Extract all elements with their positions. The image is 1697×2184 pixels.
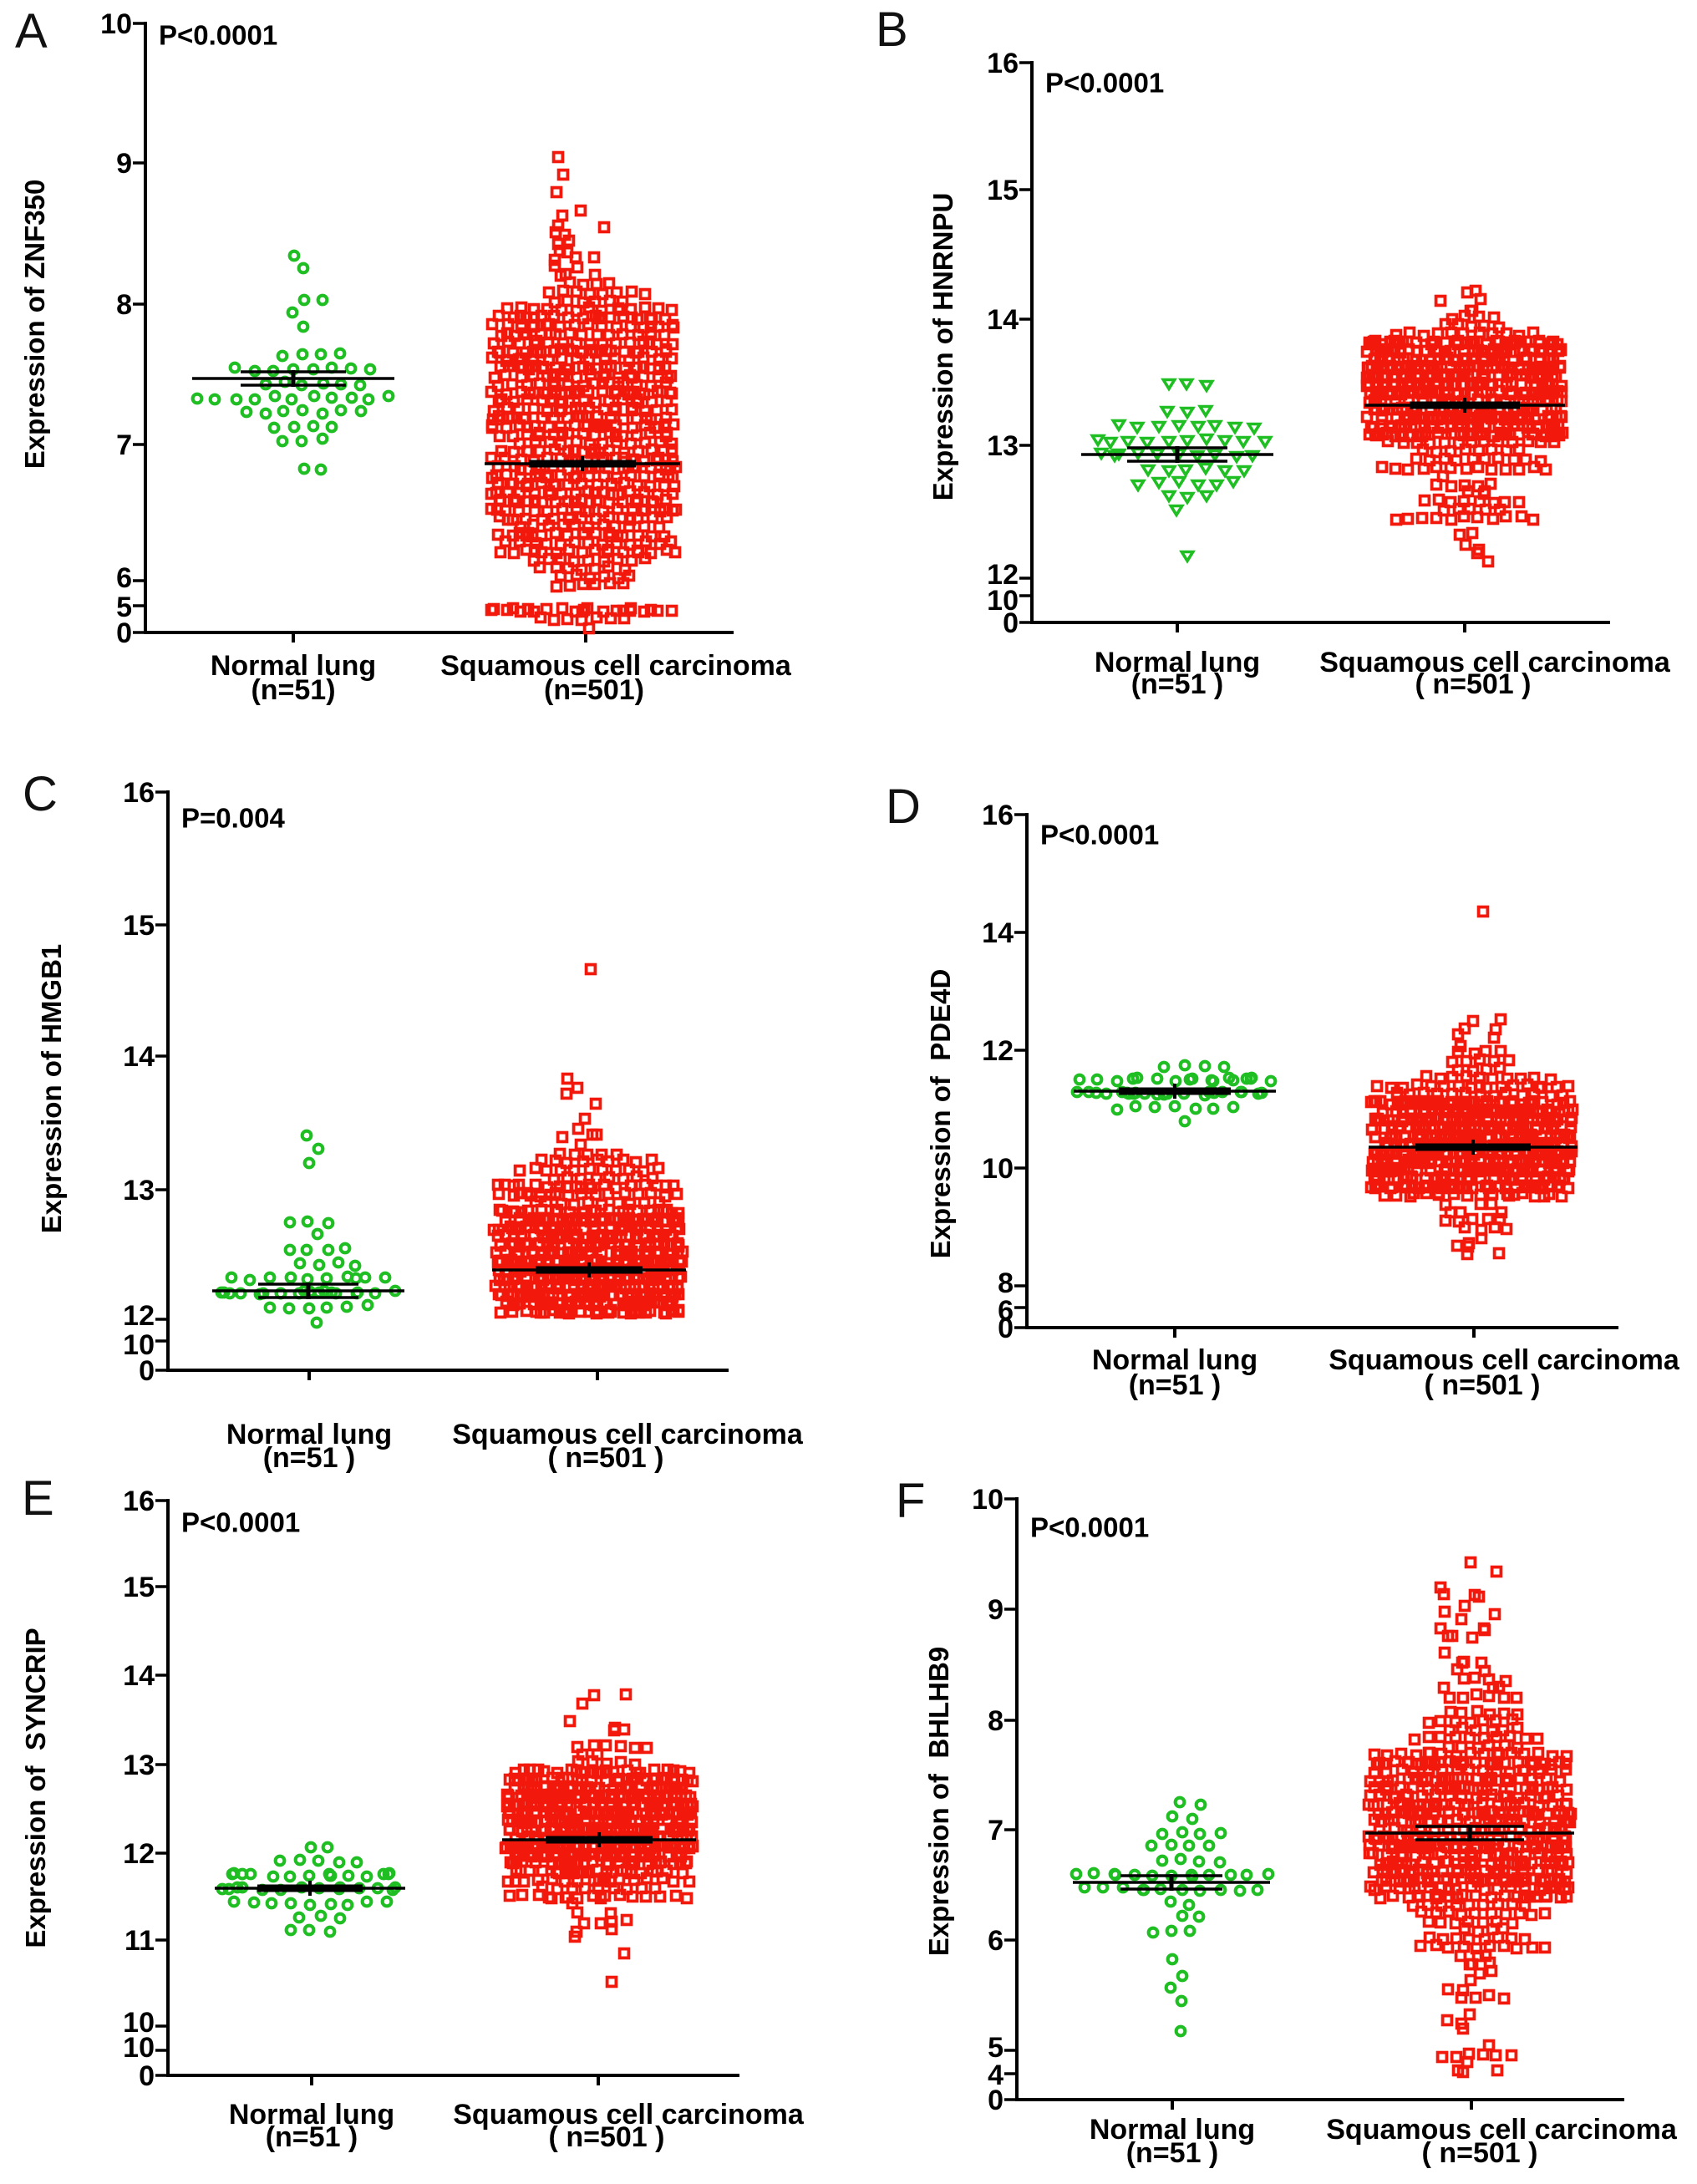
svg-text:P<0.0001: P<0.0001	[181, 1507, 300, 1538]
svg-text:8: 8	[998, 1267, 1014, 1299]
svg-text:6: 6	[998, 1295, 1014, 1327]
svg-text:16: 16	[987, 48, 1019, 79]
svg-text:Expression of HNRNPU: Expression of HNRNPU	[927, 193, 958, 501]
svg-text:15: 15	[987, 175, 1019, 206]
svg-text:(n=51 ): (n=51 )	[1129, 1369, 1222, 1401]
svg-text:B: B	[876, 3, 908, 57]
svg-text:Normal lung: Normal lung	[1095, 647, 1260, 678]
svg-text:0: 0	[116, 617, 132, 649]
svg-text:(n=51 ): (n=51 )	[266, 2121, 358, 2153]
svg-text:4: 4	[988, 2060, 1003, 2091]
svg-text:( n=501 ): ( n=501 )	[1422, 2137, 1538, 2169]
svg-text:0: 0	[139, 2060, 155, 2092]
svg-text:13: 13	[987, 430, 1019, 462]
svg-text:10: 10	[987, 585, 1019, 617]
svg-text:13: 13	[123, 1750, 155, 1781]
svg-text:12: 12	[123, 1300, 155, 1332]
svg-text:Expression of PDE4D: Expression of PDE4D	[925, 969, 956, 1259]
svg-text:7: 7	[988, 1815, 1003, 1846]
svg-text:5: 5	[988, 2032, 1003, 2064]
svg-text:Normal lung: Normal lung	[229, 2099, 394, 2131]
svg-text:13: 13	[123, 1175, 155, 1206]
svg-text:10: 10	[123, 2032, 155, 2064]
svg-text:P<0.0001: P<0.0001	[1045, 68, 1164, 99]
svg-text:P=0.004: P=0.004	[181, 803, 286, 834]
svg-text:0: 0	[988, 2085, 1003, 2116]
svg-text:Expression of SYNCRIP: Expression of SYNCRIP	[20, 1628, 51, 1948]
svg-text:10: 10	[982, 1153, 1014, 1185]
svg-text:P<0.0001: P<0.0001	[159, 20, 277, 51]
svg-text:P<0.0001: P<0.0001	[1030, 1512, 1149, 1543]
svg-text:Normal lung: Normal lung	[226, 1419, 392, 1450]
svg-text:( n=501 ): ( n=501 )	[549, 2121, 665, 2153]
svg-text:( n=501 ): ( n=501 )	[1425, 1369, 1541, 1401]
svg-text:8: 8	[988, 1705, 1003, 1737]
svg-text:12: 12	[982, 1035, 1014, 1067]
svg-text:Normal lung: Normal lung	[1092, 1344, 1258, 1376]
svg-text:Squamous cell carcinoma: Squamous cell carcinoma	[1326, 2114, 1678, 2146]
svg-text:10: 10	[100, 8, 132, 40]
svg-text:14: 14	[123, 1660, 155, 1692]
svg-text:(n=51 ): (n=51 )	[1126, 2137, 1219, 2169]
svg-text:0: 0	[1003, 607, 1019, 639]
svg-text:14: 14	[982, 917, 1014, 949]
svg-text:(n=51 ): (n=51 )	[1131, 668, 1224, 700]
svg-text:9: 9	[116, 148, 132, 180]
svg-text:( n=501 ): ( n=501 )	[548, 1442, 664, 1474]
svg-text:(n=501): (n=501)	[544, 674, 644, 706]
svg-text:(n=51 ): (n=51 )	[263, 1442, 356, 1474]
svg-text:Squamous cell carcinoma: Squamous cell carcinoma	[1329, 1344, 1680, 1376]
svg-text:16: 16	[123, 1486, 155, 1517]
svg-text:10: 10	[972, 1484, 1003, 1516]
svg-text:Expression of ZNF350: Expression of ZNF350	[19, 180, 50, 470]
svg-text:Normal lung: Normal lung	[1090, 2114, 1255, 2146]
svg-text:Squamous cell carcinoma: Squamous cell carcinoma	[440, 650, 792, 682]
svg-text:16: 16	[982, 800, 1014, 831]
svg-text:( n=501 ): ( n=501 )	[1415, 668, 1532, 700]
svg-text:15: 15	[123, 910, 155, 942]
svg-text:10: 10	[123, 2007, 155, 2039]
svg-text:6: 6	[116, 562, 132, 594]
svg-text:Normal lung: Normal lung	[211, 650, 376, 682]
svg-text:12: 12	[123, 1838, 155, 1870]
svg-text:Squamous cell carcinoma: Squamous cell carcinoma	[1319, 647, 1671, 678]
svg-text:5: 5	[116, 592, 132, 623]
svg-text:Squamous cell carcinoma: Squamous cell carcinoma	[453, 2099, 805, 2131]
svg-text:E: E	[22, 1471, 54, 1526]
svg-text:0: 0	[998, 1313, 1014, 1344]
svg-text:7: 7	[116, 429, 132, 461]
svg-text:8: 8	[116, 289, 132, 321]
svg-text:D: D	[886, 780, 921, 834]
svg-text:12: 12	[987, 559, 1019, 591]
svg-text:F: F	[896, 1474, 925, 1528]
svg-text:P<0.0001: P<0.0001	[1040, 820, 1159, 851]
svg-text:11: 11	[124, 1925, 155, 1957]
svg-text:16: 16	[123, 777, 155, 809]
svg-text:15: 15	[123, 1572, 155, 1603]
svg-text:Expression of HMGB1: Expression of HMGB1	[36, 944, 67, 1234]
svg-text:14: 14	[987, 304, 1019, 336]
svg-text:9: 9	[988, 1594, 1003, 1626]
svg-text:10: 10	[123, 1329, 155, 1361]
svg-text:0: 0	[139, 1355, 155, 1387]
svg-text:A: A	[15, 4, 48, 58]
svg-text:(n=51): (n=51)	[251, 674, 335, 706]
svg-text:6: 6	[988, 1925, 1003, 1957]
svg-text:Squamous cell carcinoma: Squamous cell carcinoma	[452, 1419, 804, 1450]
svg-text:C: C	[23, 767, 58, 821]
svg-text:Expression of BHLHB9: Expression of BHLHB9	[923, 1647, 954, 1956]
svg-text:14: 14	[123, 1041, 155, 1073]
